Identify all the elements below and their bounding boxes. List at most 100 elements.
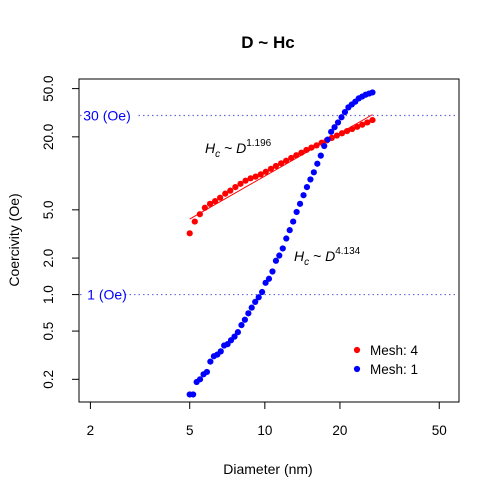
reference-label: 30 (Oe) [83, 107, 130, 123]
point-mesh-1 [255, 294, 262, 301]
y-axis: 0.2 0.5 1.0 2.0 5.0 20.0 50.0 [41, 75, 80, 389]
x-tick-label: 10 [257, 423, 272, 438]
point-mesh-4 [186, 230, 193, 237]
point-mesh-1 [300, 192, 307, 199]
point-mesh-4 [196, 211, 203, 218]
point-mesh-1 [248, 304, 255, 311]
y-tick-label: 0.2 [41, 370, 56, 389]
point-mesh-1 [317, 152, 324, 159]
point-mesh-4 [359, 121, 366, 128]
point-mesh-4 [247, 175, 254, 182]
point-mesh-1 [321, 142, 328, 150]
point-mesh-4 [257, 171, 264, 178]
x-axis: 2 5 10 20 50 [87, 401, 447, 438]
point-mesh-4 [303, 146, 310, 154]
point-mesh-1 [234, 329, 242, 336]
point-mesh-4 [262, 168, 269, 175]
point-mesh-1 [190, 391, 197, 398]
point-mesh-1 [252, 298, 259, 306]
point-mesh-1 [296, 200, 304, 207]
point-mesh-1 [341, 108, 349, 116]
point-mesh-4 [288, 154, 295, 162]
point-mesh-4 [278, 160, 285, 167]
point-mesh-1 [286, 227, 293, 234]
y-tick-label: 1.0 [41, 285, 56, 304]
x-tick-label: 5 [186, 423, 194, 438]
y-tick-label: 20.0 [41, 124, 56, 150]
point-mesh-4 [293, 152, 300, 159]
point-mesh-4 [364, 119, 371, 126]
y-tick-label: 50.0 [41, 75, 56, 101]
point-mesh-1 [314, 160, 321, 167]
point-mesh-1 [269, 268, 276, 275]
point-mesh-1 [293, 208, 300, 216]
point-mesh-4 [191, 218, 198, 225]
fit-annotation: Hc ~ D4.134 [294, 246, 361, 268]
legend: Mesh: 4 Mesh: 1 [353, 343, 419, 377]
point-mesh-1 [238, 322, 245, 329]
point-mesh-4 [354, 123, 361, 130]
point-mesh-1 [203, 368, 211, 376]
point-mesh-4 [222, 190, 229, 197]
x-axis-label: Diameter (nm) [223, 461, 312, 477]
point-mesh-4 [217, 194, 224, 201]
chart-title: D ~ Hc [241, 33, 294, 52]
point-mesh-1 [338, 114, 345, 121]
point-mesh-4 [272, 162, 280, 170]
point-mesh-4 [333, 132, 340, 139]
point-mesh-4 [343, 128, 351, 135]
point-mesh-1 [241, 316, 248, 323]
point-mesh-1 [262, 279, 269, 286]
x-tick-label: 50 [432, 423, 447, 438]
fit-annotation: Hc ~ D1.196 [205, 138, 272, 160]
y-tick-label: 5.0 [41, 200, 56, 219]
point-mesh-4 [267, 165, 275, 172]
point-mesh-1 [328, 128, 335, 135]
y-tick-label: 0.5 [41, 322, 56, 341]
point-mesh-1 [217, 348, 224, 355]
point-mesh-1 [265, 275, 273, 282]
reference-lines: 30 (Oe) 1 (Oe) [80, 106, 458, 304]
reference-label: 1 (Oe) [87, 287, 127, 303]
point-mesh-4 [206, 200, 214, 207]
point-mesh-1 [331, 124, 338, 131]
point-mesh-1 [279, 245, 286, 252]
y-tick-label: 2.0 [41, 249, 56, 268]
point-mesh-4 [252, 173, 259, 180]
data-points [186, 89, 376, 398]
point-mesh-4 [298, 149, 305, 156]
point-mesh-4 [212, 198, 219, 205]
point-mesh-1 [307, 176, 314, 183]
point-mesh-4 [313, 142, 320, 149]
reference-label-bg [82, 285, 124, 304]
point-mesh-4 [338, 130, 346, 137]
point-mesh-1 [303, 184, 311, 191]
point-mesh-1 [290, 218, 297, 225]
point-mesh-4 [349, 125, 356, 133]
point-mesh-1 [245, 310, 252, 317]
point-mesh-1 [334, 119, 342, 126]
point-mesh-1 [258, 288, 266, 296]
point-mesh-4 [242, 177, 249, 184]
point-mesh-1 [207, 358, 214, 365]
point-mesh-1 [231, 333, 238, 340]
point-mesh-4 [201, 204, 208, 211]
legend-label: Mesh: 1 [370, 362, 418, 377]
point-mesh-1 [276, 252, 283, 259]
point-mesh-4 [369, 116, 376, 124]
point-mesh-1 [196, 376, 204, 383]
point-mesh-1 [272, 257, 280, 264]
point-mesh-4 [227, 187, 234, 194]
y-axis-label: Coercivity (Oe) [6, 193, 22, 286]
point-mesh-4 [283, 157, 290, 164]
legend-label: Mesh: 4 [370, 343, 419, 358]
point-mesh-1 [369, 89, 376, 96]
legend-marker [353, 346, 361, 354]
annotations: Hc ~ D1.196 Hc ~ D4.134 [205, 138, 361, 268]
reference-label-bg [82, 106, 136, 125]
point-mesh-4 [237, 180, 244, 187]
point-mesh-1 [283, 235, 290, 242]
point-mesh-4 [308, 144, 315, 151]
point-mesh-4 [232, 184, 239, 191]
